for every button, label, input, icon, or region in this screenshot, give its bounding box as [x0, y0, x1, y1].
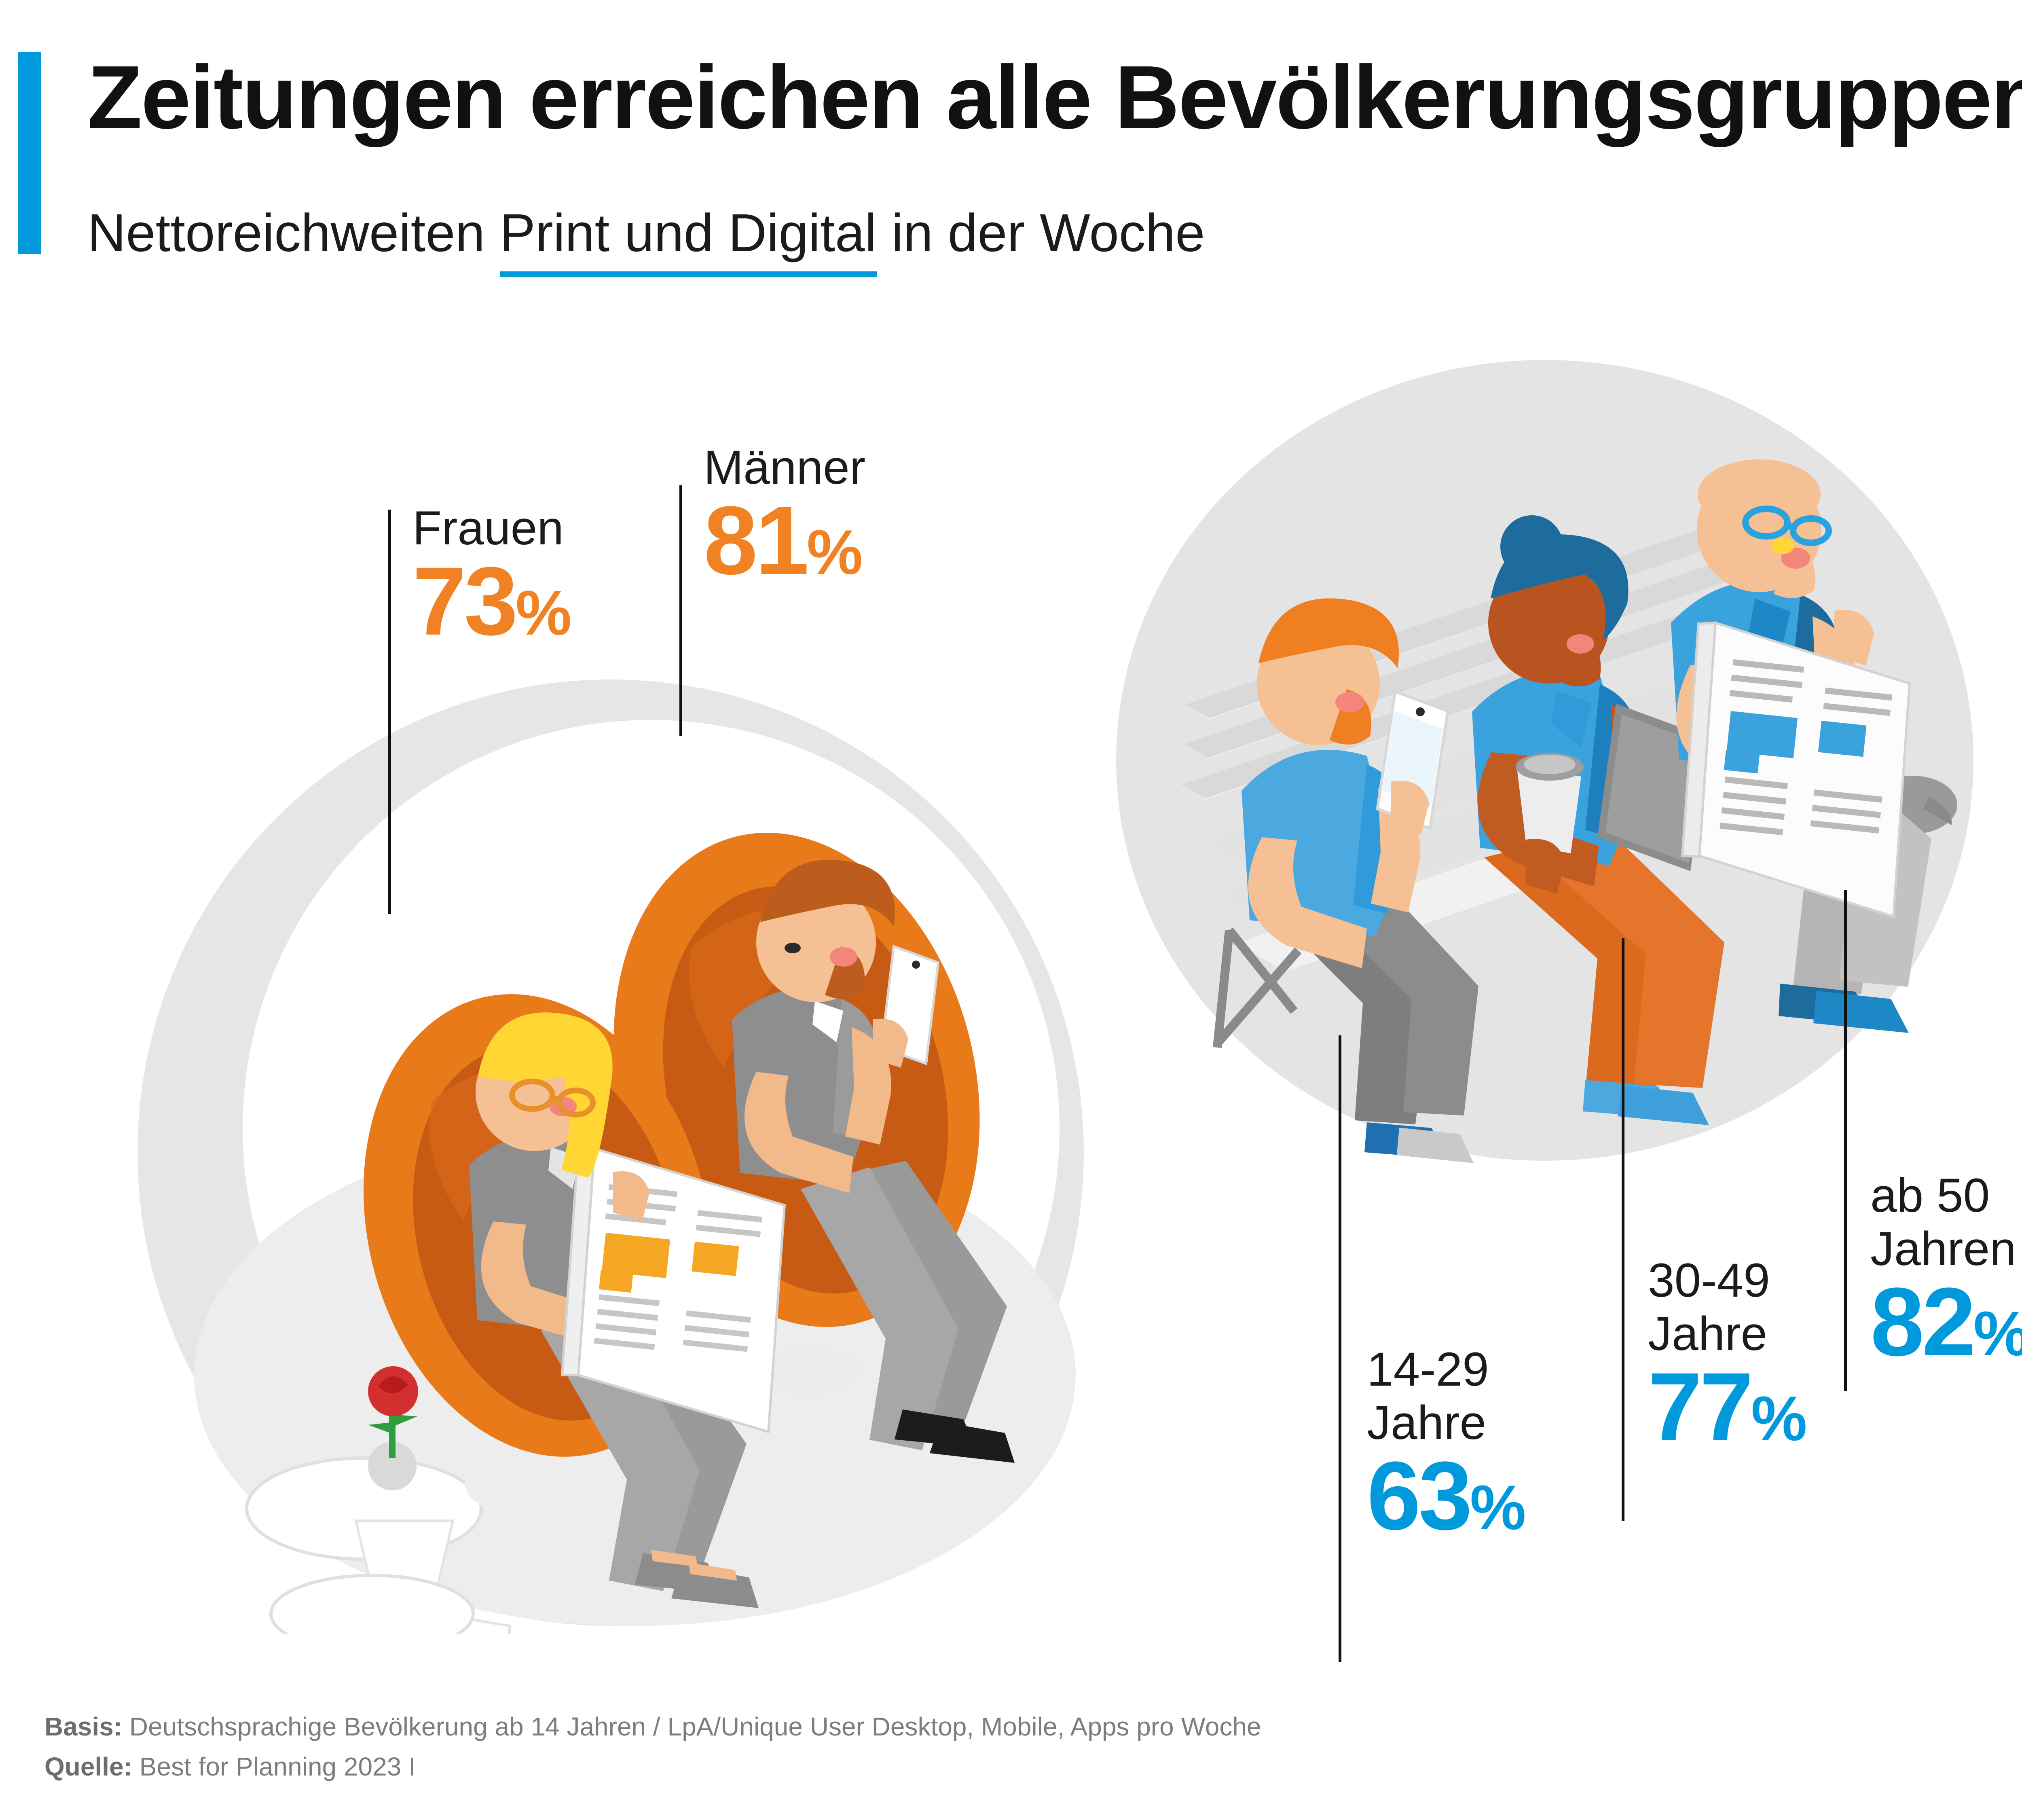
callout-percent-age-30-49: %: [1751, 1384, 1807, 1454]
footer-source-label: Quelle:: [44, 1752, 132, 1782]
callout-label-age-50plus: ab 50 Jahren: [1870, 1169, 2016, 1276]
coffee-cup-icon: [1516, 753, 1584, 853]
callout-age-14-29: 14-29 Jahre 63%: [1367, 1343, 1526, 1544]
footer-basis-line: Basis: Deutschsprachige Bevölkerung ab 1…: [44, 1707, 1261, 1747]
page-title: Zeitungen erreichen alle Bevölkerungsgru…: [87, 47, 2022, 148]
leader-line-age-14-29: [1339, 1035, 1341, 1662]
callout-percent-maenner: %: [806, 517, 863, 588]
footer-basis-label: Basis:: [44, 1712, 123, 1741]
person-young-man: [1242, 598, 1478, 1163]
person-older-man-newspaper: [1671, 459, 1931, 1033]
callout-value-age-50plus: 82%: [1870, 1273, 2022, 1370]
egg-chair-woman: [363, 994, 786, 1608]
callout-number-maenner: 81: [704, 486, 809, 595]
callout-value-age-30-49: 77%: [1648, 1358, 1807, 1455]
leader-line-age-30-49: [1622, 938, 1624, 1521]
page-subtitle: Nettoreichweiten Print und Digital in de…: [87, 203, 1205, 277]
illustration-egg-chairs: [137, 679, 1084, 1634]
glasses-icon: [509, 1079, 596, 1117]
footer-basis-text: Deutschsprachige Bevölkerung ab 14 Jahre…: [122, 1712, 1261, 1741]
subtitle-part-before: Nettoreichweiten: [87, 203, 500, 262]
glasses-icon: [1742, 506, 1832, 546]
callout-value-frauen: 73%: [412, 552, 572, 650]
callout-percent-age-50plus: %: [1973, 1299, 2022, 1369]
callout-age-50plus: ab 50 Jahren 82%: [1870, 1169, 2022, 1370]
footer-notes: Basis: Deutschsprachige Bevölkerung ab 1…: [44, 1707, 1261, 1787]
callout-number-age-50plus: 82: [1870, 1268, 1976, 1376]
subtitle-underlined-print-digital: Print und Digital: [499, 203, 877, 277]
callout-maenner: Männer 81%: [704, 441, 866, 589]
footer-source-text: Best for Planning 2023 I: [132, 1752, 416, 1782]
callout-label-age-14-29: 14-29 Jahre: [1367, 1343, 1489, 1450]
header-accent-bar: [18, 52, 41, 254]
illustration-park-bench: [1116, 360, 1973, 1163]
subtitle-part-after: in der Woche: [876, 203, 1205, 262]
callout-percent-age-14-29: %: [1470, 1473, 1526, 1543]
callout-percent-frauen: %: [515, 578, 572, 649]
leader-line-frauen: [388, 510, 391, 914]
callout-label-frauen: Frauen: [412, 502, 564, 555]
callout-number-age-30-49: 77: [1648, 1352, 1753, 1461]
leader-line-age-50plus: [1844, 890, 1847, 1391]
callout-label-maenner: Männer: [704, 441, 866, 494]
footer-source-line: Quelle: Best for Planning 2023 I: [44, 1747, 1261, 1787]
callout-label-age-30-49: 30-49 Jahre: [1648, 1254, 1770, 1361]
callout-value-maenner: 81%: [704, 492, 865, 589]
egg-chair-man: [613, 833, 1015, 1463]
leader-line-maenner: [679, 485, 682, 736]
side-table: [245, 1366, 511, 1634]
callout-frauen: Frauen 73%: [412, 502, 572, 650]
newspaper-icon: [1681, 621, 1911, 918]
newspaper-icon: [560, 1147, 786, 1433]
callout-number-frauen: 73: [412, 547, 518, 656]
callout-number-age-14-29: 63: [1367, 1441, 1472, 1550]
callout-value-age-14-29: 63%: [1367, 1447, 1526, 1544]
callout-age-30-49: 30-49 Jahre 77%: [1648, 1254, 1807, 1455]
